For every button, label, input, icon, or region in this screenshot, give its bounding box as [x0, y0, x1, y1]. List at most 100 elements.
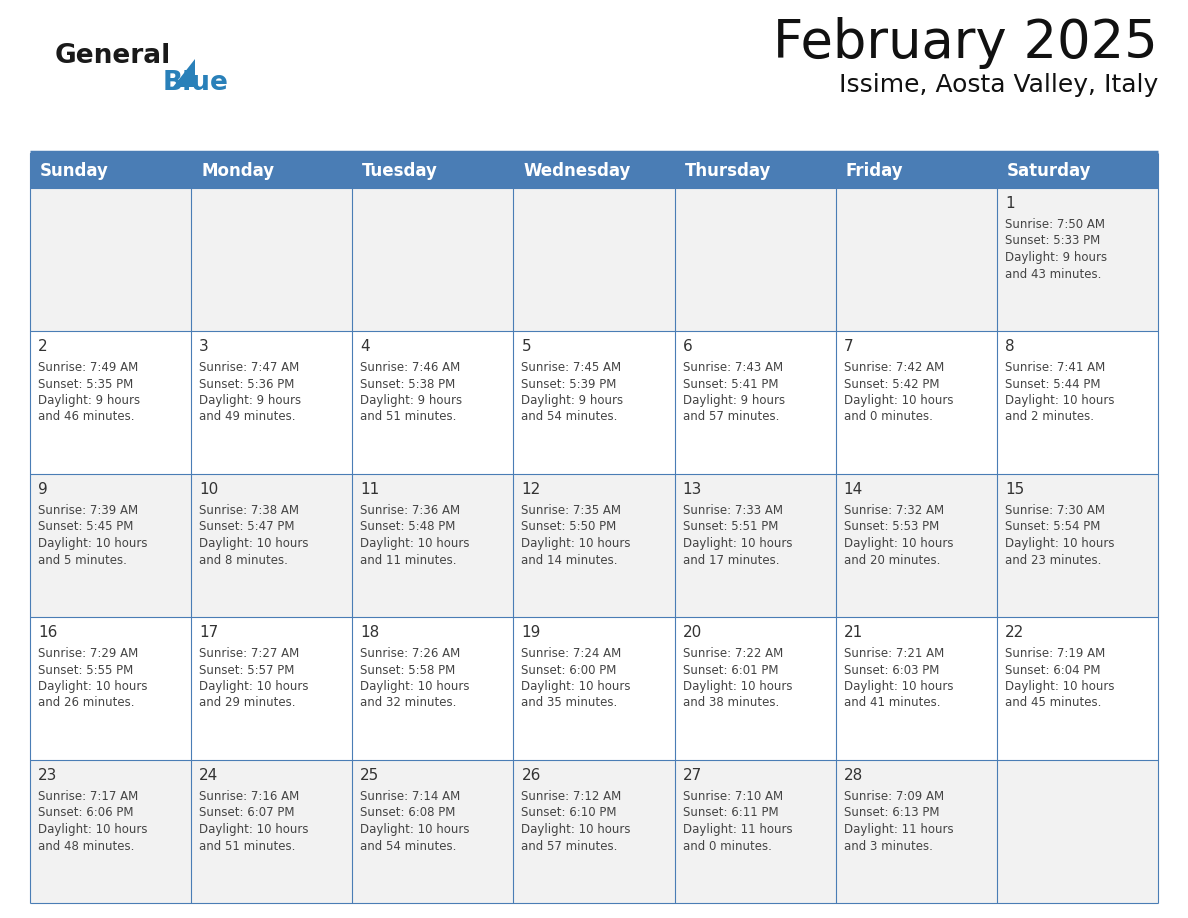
Bar: [30, 617, 191, 760]
Text: and 35 minutes.: and 35 minutes.: [522, 697, 618, 710]
Bar: [191, 617, 353, 760]
Text: Sunset: 5:33 PM: Sunset: 5:33 PM: [1005, 234, 1100, 248]
Text: Sunset: 5:42 PM: Sunset: 5:42 PM: [843, 377, 940, 390]
Text: and 46 minutes.: and 46 minutes.: [38, 410, 134, 423]
Bar: [353, 331, 513, 474]
Text: Daylight: 10 hours: Daylight: 10 hours: [200, 680, 309, 693]
Text: Saturday: Saturday: [1007, 162, 1092, 180]
Text: Issime, Aosta Valley, Italy: Issime, Aosta Valley, Italy: [839, 73, 1158, 97]
Text: Daylight: 10 hours: Daylight: 10 hours: [360, 823, 469, 836]
Text: Sunrise: 7:09 AM: Sunrise: 7:09 AM: [843, 790, 943, 803]
Text: Sunrise: 7:43 AM: Sunrise: 7:43 AM: [683, 361, 783, 374]
Bar: [513, 617, 675, 760]
Text: Thursday: Thursday: [684, 162, 771, 180]
Bar: [513, 331, 675, 474]
Text: Sunset: 6:08 PM: Sunset: 6:08 PM: [360, 807, 456, 820]
Bar: [675, 474, 835, 617]
Text: 28: 28: [843, 768, 862, 783]
Bar: [997, 474, 1158, 617]
Text: 18: 18: [360, 625, 379, 640]
Text: Sunrise: 7:27 AM: Sunrise: 7:27 AM: [200, 647, 299, 660]
Bar: [997, 188, 1158, 331]
Text: 12: 12: [522, 482, 541, 497]
Bar: [513, 474, 675, 617]
Bar: [675, 331, 835, 474]
Text: and 49 minutes.: and 49 minutes.: [200, 410, 296, 423]
Bar: [997, 760, 1158, 903]
Text: Daylight: 9 hours: Daylight: 9 hours: [683, 394, 785, 407]
Text: Daylight: 10 hours: Daylight: 10 hours: [843, 680, 953, 693]
Text: 8: 8: [1005, 339, 1015, 354]
Text: Sunrise: 7:38 AM: Sunrise: 7:38 AM: [200, 504, 299, 517]
Bar: [30, 188, 191, 331]
Bar: [191, 188, 353, 331]
Bar: [30, 474, 191, 617]
Polygon shape: [173, 59, 195, 87]
Text: Daylight: 10 hours: Daylight: 10 hours: [522, 537, 631, 550]
Text: and 23 minutes.: and 23 minutes.: [1005, 554, 1101, 566]
Text: Sunrise: 7:45 AM: Sunrise: 7:45 AM: [522, 361, 621, 374]
Text: 7: 7: [843, 339, 853, 354]
Text: Sunset: 5:54 PM: Sunset: 5:54 PM: [1005, 521, 1100, 533]
Text: Sunrise: 7:35 AM: Sunrise: 7:35 AM: [522, 504, 621, 517]
Text: Sunset: 5:55 PM: Sunset: 5:55 PM: [38, 664, 133, 677]
Text: Daylight: 10 hours: Daylight: 10 hours: [683, 537, 792, 550]
Text: Sunset: 5:47 PM: Sunset: 5:47 PM: [200, 521, 295, 533]
Text: Sunrise: 7:24 AM: Sunrise: 7:24 AM: [522, 647, 621, 660]
Text: Sunrise: 7:26 AM: Sunrise: 7:26 AM: [360, 647, 461, 660]
Text: Daylight: 9 hours: Daylight: 9 hours: [522, 394, 624, 407]
Text: 3: 3: [200, 339, 209, 354]
Text: Sunrise: 7:41 AM: Sunrise: 7:41 AM: [1005, 361, 1105, 374]
Bar: [353, 617, 513, 760]
Text: Sunset: 5:36 PM: Sunset: 5:36 PM: [200, 377, 295, 390]
Text: 21: 21: [843, 625, 862, 640]
Text: Daylight: 10 hours: Daylight: 10 hours: [38, 537, 147, 550]
Text: 1: 1: [1005, 196, 1015, 211]
Text: 19: 19: [522, 625, 541, 640]
Text: Sunrise: 7:49 AM: Sunrise: 7:49 AM: [38, 361, 138, 374]
Text: Daylight: 10 hours: Daylight: 10 hours: [1005, 680, 1114, 693]
Text: Sunset: 6:04 PM: Sunset: 6:04 PM: [1005, 664, 1100, 677]
Text: Sunrise: 7:47 AM: Sunrise: 7:47 AM: [200, 361, 299, 374]
Text: Sunrise: 7:46 AM: Sunrise: 7:46 AM: [360, 361, 461, 374]
Text: Daylight: 9 hours: Daylight: 9 hours: [1005, 251, 1107, 264]
Bar: [675, 188, 835, 331]
Text: Sunset: 5:39 PM: Sunset: 5:39 PM: [522, 377, 617, 390]
Text: and 54 minutes.: and 54 minutes.: [522, 410, 618, 423]
Text: and 45 minutes.: and 45 minutes.: [1005, 697, 1101, 710]
Text: and 51 minutes.: and 51 minutes.: [360, 410, 456, 423]
Text: Sunset: 6:06 PM: Sunset: 6:06 PM: [38, 807, 133, 820]
Text: Sunset: 6:13 PM: Sunset: 6:13 PM: [843, 807, 940, 820]
Text: Monday: Monday: [201, 162, 274, 180]
Text: Daylight: 10 hours: Daylight: 10 hours: [200, 537, 309, 550]
Text: Sunset: 5:53 PM: Sunset: 5:53 PM: [843, 521, 939, 533]
Text: 15: 15: [1005, 482, 1024, 497]
Text: Sunrise: 7:42 AM: Sunrise: 7:42 AM: [843, 361, 944, 374]
Text: Daylight: 10 hours: Daylight: 10 hours: [200, 823, 309, 836]
Text: and 43 minutes.: and 43 minutes.: [1005, 267, 1101, 281]
Text: and 54 minutes.: and 54 minutes.: [360, 839, 456, 853]
Bar: [353, 188, 513, 331]
Bar: [191, 331, 353, 474]
Text: Sunrise: 7:12 AM: Sunrise: 7:12 AM: [522, 790, 621, 803]
Text: Sunrise: 7:21 AM: Sunrise: 7:21 AM: [843, 647, 944, 660]
Text: and 41 minutes.: and 41 minutes.: [843, 697, 940, 710]
Text: Daylight: 9 hours: Daylight: 9 hours: [200, 394, 302, 407]
Text: Sunrise: 7:36 AM: Sunrise: 7:36 AM: [360, 504, 461, 517]
Text: Daylight: 10 hours: Daylight: 10 hours: [360, 537, 469, 550]
Text: and 20 minutes.: and 20 minutes.: [843, 554, 940, 566]
Text: Daylight: 10 hours: Daylight: 10 hours: [683, 680, 792, 693]
Text: Daylight: 10 hours: Daylight: 10 hours: [38, 823, 147, 836]
Text: Sunset: 5:50 PM: Sunset: 5:50 PM: [522, 521, 617, 533]
Text: Daylight: 10 hours: Daylight: 10 hours: [1005, 537, 1114, 550]
Text: Sunset: 5:35 PM: Sunset: 5:35 PM: [38, 377, 133, 390]
Text: 26: 26: [522, 768, 541, 783]
Text: Sunrise: 7:33 AM: Sunrise: 7:33 AM: [683, 504, 783, 517]
Text: Daylight: 10 hours: Daylight: 10 hours: [843, 394, 953, 407]
Text: and 26 minutes.: and 26 minutes.: [38, 697, 134, 710]
Text: and 14 minutes.: and 14 minutes.: [522, 554, 618, 566]
Text: Sunset: 5:51 PM: Sunset: 5:51 PM: [683, 521, 778, 533]
Text: and 51 minutes.: and 51 minutes.: [200, 839, 296, 853]
Text: 16: 16: [38, 625, 57, 640]
Bar: [513, 760, 675, 903]
